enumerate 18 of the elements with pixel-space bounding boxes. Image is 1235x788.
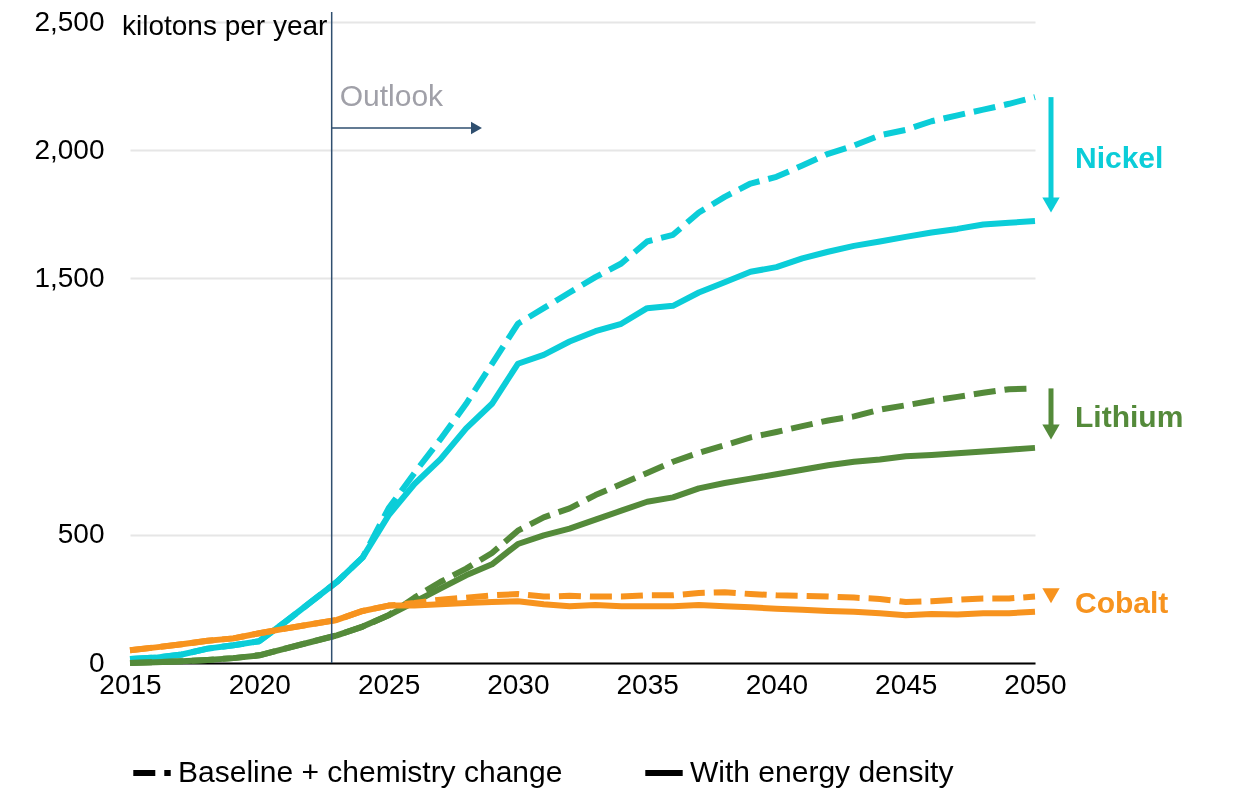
x-tick-label: 2050: [1004, 668, 1067, 700]
series-label: Nickel: [1075, 141, 1164, 175]
y-axis-title: kilotons per year: [122, 10, 328, 41]
x-tick-label: 2035: [616, 668, 679, 700]
y-tick-label: 2,000: [34, 133, 105, 165]
text: With energy density: [690, 755, 954, 788]
legend-label: Cobalt: [1075, 586, 1169, 620]
x-tick-label: 2020: [228, 668, 291, 700]
y-tick-label: 2,500: [34, 5, 105, 37]
y-tick-label: 1,500: [34, 261, 105, 293]
x-tick-label: 2025: [357, 668, 421, 700]
legend-label: Lithium: [1075, 400, 1184, 434]
x-tick-label: 2040: [745, 668, 809, 700]
x-tick-label: 2030: [487, 668, 550, 700]
ref-line-label: Outlook: [339, 79, 445, 112]
y-tick-label: 500: [57, 518, 105, 550]
x-tick-label: 2045: [875, 668, 938, 700]
text: Baseline + chemistry change: [178, 755, 563, 788]
